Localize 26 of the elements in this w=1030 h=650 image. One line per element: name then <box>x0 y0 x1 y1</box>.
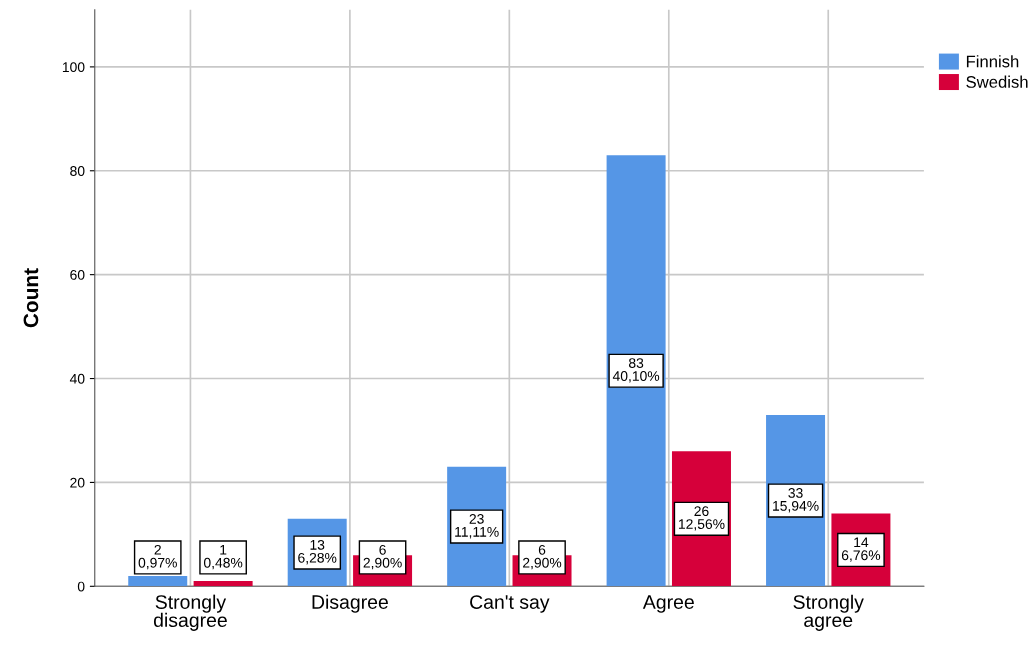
legend-label: Finnish <box>966 55 1019 68</box>
data-label: 23 11,11% <box>455 513 499 539</box>
y-axis-title: Count <box>23 268 39 328</box>
data-label: 14 6,76% <box>841 537 881 562</box>
bar <box>193 581 253 587</box>
legend-label: Swedish <box>966 75 1028 88</box>
x-tick-label: Strongly agree <box>793 594 864 631</box>
data-label: 6 2,90% <box>363 544 402 570</box>
y-tick-label: 60 <box>70 269 85 280</box>
data-label: 2 0,97% <box>138 544 177 570</box>
data-label: 33 15,94% <box>773 488 819 513</box>
data-label: 83 40,10% <box>612 358 660 383</box>
y-tick-label: 20 <box>70 477 85 488</box>
y-tick-label: 0 <box>77 581 85 592</box>
x-tick-label: Agree <box>642 595 694 613</box>
x-tick-label: Can't say <box>470 595 550 613</box>
y-tick-label: 40 <box>69 373 85 384</box>
x-tick-label: Strongly disagree <box>153 594 227 631</box>
y-tick-label: 100 <box>62 62 85 73</box>
x-tick-label: Disagree <box>312 594 388 613</box>
data-label: 6 2,90% <box>523 544 562 570</box>
data-label: 26 12,56% <box>678 506 725 531</box>
y-tick-label: 80 <box>70 166 85 176</box>
data-label: 1 0,48% <box>203 545 243 570</box>
bar <box>606 155 666 587</box>
data-label: 13 6,28% <box>298 539 337 565</box>
